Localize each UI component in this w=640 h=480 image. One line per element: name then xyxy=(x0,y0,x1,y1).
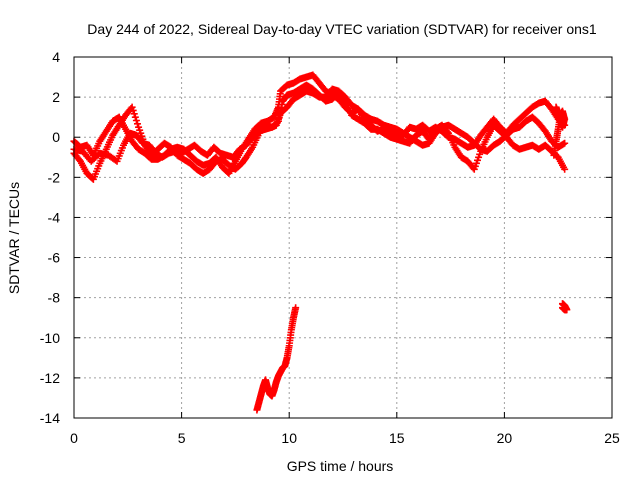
y-axis-title: SDTVAR / TECUs xyxy=(6,182,22,294)
data-point xyxy=(292,304,300,312)
y-tick-label: 4 xyxy=(52,49,60,65)
y-tick-label: -4 xyxy=(48,209,61,225)
x-tick-label: 0 xyxy=(70,430,78,446)
data-point xyxy=(129,106,137,114)
x-tick-label: 5 xyxy=(178,430,186,446)
data-point xyxy=(561,165,569,173)
y-tick-label: -12 xyxy=(40,370,60,386)
y-tick-label: -2 xyxy=(48,169,61,185)
data-point xyxy=(132,117,140,125)
y-tick-label: -14 xyxy=(40,410,60,426)
x-tick-label: 15 xyxy=(389,430,405,446)
data-point xyxy=(131,113,139,121)
data-point xyxy=(128,103,136,111)
series-segment xyxy=(559,300,571,314)
data-point xyxy=(561,139,569,147)
series-0 xyxy=(70,71,571,414)
series-segment xyxy=(550,103,569,159)
data-point xyxy=(130,110,138,118)
y-tick-label: -8 xyxy=(48,290,61,306)
y-tick-label: -10 xyxy=(40,330,60,346)
y-tick-label: 2 xyxy=(52,89,60,105)
x-tick-label: 20 xyxy=(497,430,513,446)
x-axis-title: GPS time / hours xyxy=(287,458,394,474)
y-tick-label: 0 xyxy=(52,129,60,145)
series-segment xyxy=(253,304,300,414)
data-point xyxy=(550,151,558,159)
series-segment xyxy=(70,85,569,165)
x-tick-label: 10 xyxy=(281,430,297,446)
x-tick-label: 25 xyxy=(604,430,620,446)
chart-title: Day 244 of 2022, Sidereal Day-to-day VTE… xyxy=(87,21,597,37)
plot-frame xyxy=(73,56,613,419)
y-tick-label: -6 xyxy=(48,250,61,266)
series-layer xyxy=(70,71,571,414)
data-point xyxy=(559,304,567,312)
series-segment xyxy=(70,71,569,177)
data-point xyxy=(133,120,141,128)
